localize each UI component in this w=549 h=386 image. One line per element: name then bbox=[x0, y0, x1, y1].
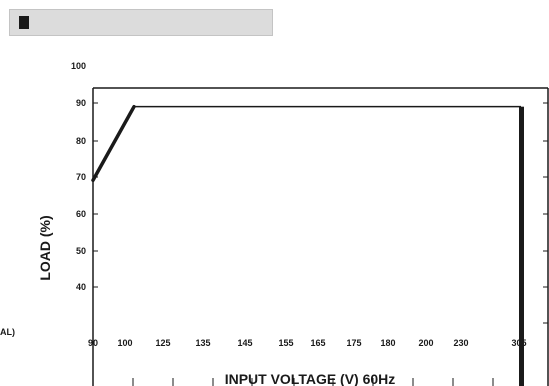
y-tick-label: 100 bbox=[71, 61, 86, 71]
series-layer bbox=[91, 104, 524, 386]
x-tick-label: 135 bbox=[195, 338, 210, 348]
x-tick-label: 125 bbox=[155, 338, 170, 348]
y-tick-label: 40 bbox=[76, 282, 86, 292]
y-axis-ticks: 100 90 80 70 60 50 40 bbox=[71, 61, 548, 324]
x-tick-label: 175 bbox=[346, 338, 361, 348]
x-tick-label: 100 bbox=[117, 338, 132, 348]
series-vertical-drop bbox=[519, 106, 524, 386]
x-tick-label: 200 bbox=[418, 338, 433, 348]
header-bar bbox=[9, 9, 273, 36]
y-tick-label: 90 bbox=[76, 98, 86, 108]
header-square-icon bbox=[19, 16, 29, 29]
series-line-rising-segment bbox=[91, 104, 136, 183]
x-tick-label: 90 bbox=[88, 338, 98, 348]
y-tick-label: 70 bbox=[76, 172, 86, 182]
y-tick-label: 50 bbox=[76, 246, 86, 256]
x-tick-label: 230 bbox=[453, 338, 468, 348]
y-axis-label: LOAD (%) bbox=[37, 215, 53, 280]
x-tick-label: 180 bbox=[380, 338, 395, 348]
x-tick-label: 155 bbox=[278, 338, 293, 348]
y-tick-label: 80 bbox=[76, 136, 86, 146]
plot-frame bbox=[92, 87, 549, 386]
clipped-side-label: AL) bbox=[0, 327, 15, 337]
x-tick-label: 165 bbox=[310, 338, 325, 348]
y-tick-label: 60 bbox=[76, 209, 86, 219]
x-tick-label: 145 bbox=[237, 338, 252, 348]
x-axis-label: INPUT VOLTAGE (V) 60Hz bbox=[225, 371, 396, 386]
